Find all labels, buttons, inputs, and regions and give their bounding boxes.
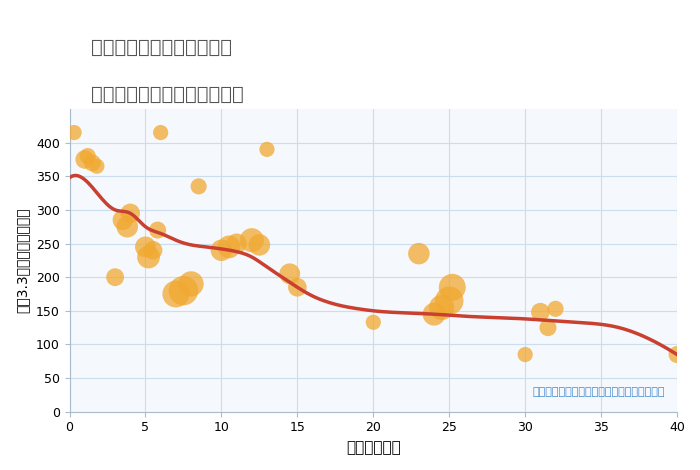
Point [91,163,102,170]
X-axis label: 築年数（年）: 築年数（年） [346,440,400,455]
Point [261,146,272,153]
Point [447,283,458,291]
Point [117,216,128,224]
Point [155,129,167,136]
Point [542,324,554,331]
Point [671,351,682,358]
Point [143,253,154,261]
Point [193,183,204,190]
Point [170,290,181,298]
Point [428,310,440,318]
Point [186,280,197,288]
Point [223,243,235,251]
Point [140,243,151,251]
Point [284,270,295,278]
Point [368,319,379,326]
Text: 築年数別中古マンション価格: 築年数別中古マンション価格 [91,85,244,103]
Point [178,287,189,294]
Point [292,283,303,291]
Point [69,129,80,136]
Point [125,210,136,217]
Point [79,156,90,163]
Point [109,274,120,281]
Point [535,308,546,316]
Point [152,227,163,234]
Point [216,246,227,254]
Point [550,305,561,313]
Point [254,241,265,249]
Point [519,351,531,358]
Point [148,246,159,254]
Point [444,297,455,305]
Point [246,236,258,244]
Point [231,240,242,247]
Text: 神奈川県横浜市中区真砂町: 神奈川県横浜市中区真砂町 [91,38,232,56]
Y-axis label: 坪（3.3㎡）単価（万円）: 坪（3.3㎡）単価（万円） [15,208,29,313]
Point [122,223,133,230]
Point [82,152,93,160]
Point [87,159,98,166]
Text: 円の大きさは、取引のあった物件面積を示す: 円の大きさは、取引のあった物件面積を示す [533,387,665,397]
Point [436,304,447,311]
Point [413,250,424,258]
